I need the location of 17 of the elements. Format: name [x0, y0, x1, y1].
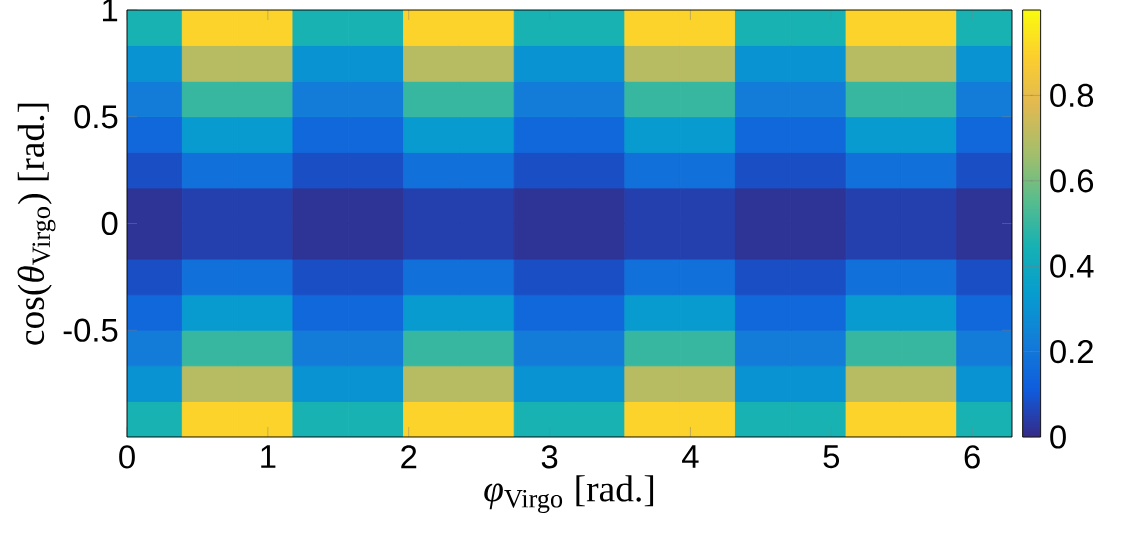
x-tick-label: 4 [682, 445, 699, 468]
color-bar-label: 0.6 [1050, 169, 1094, 193]
x-tick-label: 1 [261, 445, 276, 468]
x-tick-label: 5 [823, 445, 840, 469]
x-tick-label: 0 [119, 445, 135, 469]
y-tick-label: 0 [101, 211, 118, 236]
x-tick-label: 2 [401, 445, 417, 469]
y-tick-label: -0.5 [63, 318, 118, 342]
x-tick-label: 3 [541, 445, 558, 469]
y-tick-label: 0.5 [74, 105, 118, 129]
color-bar-label: 0.8 [1050, 83, 1094, 108]
x-axis-title: φ$_{Virgo}$ [rad.] [484, 475, 654, 513]
y-axis-title: cos(θ$_{Virgo}$) [rad.] [17, 103, 56, 345]
color-bar-label: 0 [1050, 425, 1066, 449]
x-tick-label: 6 [964, 445, 980, 469]
color-bar-label: 0.2 [1050, 339, 1093, 364]
color-bar-label: 0.4 [1050, 254, 1094, 278]
